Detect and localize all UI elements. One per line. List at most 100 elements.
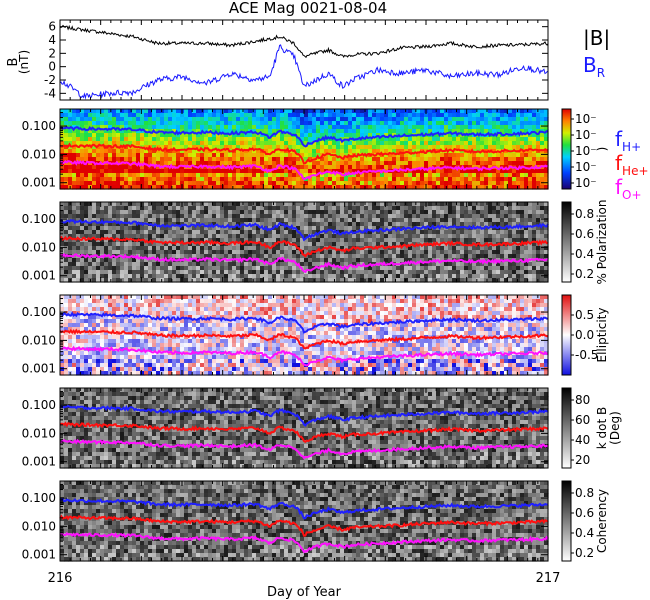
heatmap-cell <box>444 262 449 267</box>
heatmap-cell <box>424 137 429 142</box>
heatmap-cell <box>224 185 229 190</box>
heatmap-cell <box>408 250 413 255</box>
heatmap-cell <box>356 181 361 186</box>
heatmap-cell <box>268 145 273 150</box>
heatmap-cell <box>452 230 457 235</box>
heatmap-cell <box>408 230 413 235</box>
heatmap-cell <box>312 254 317 259</box>
heatmap-cell <box>416 169 421 174</box>
heatmap-cell <box>112 222 117 227</box>
heatmap-cell <box>96 113 101 118</box>
heatmap-cell <box>200 153 205 158</box>
heatmap-cell <box>308 226 313 231</box>
heatmap-cell <box>488 206 493 211</box>
heatmap-cell <box>116 210 121 215</box>
heatmap-cell <box>488 214 493 219</box>
heatmap-cell <box>336 254 341 259</box>
heatmap-cell <box>104 234 109 239</box>
heatmap-cell <box>160 218 165 223</box>
heatmap-cell <box>212 149 217 154</box>
heatmap-cell <box>96 117 101 122</box>
heatmap-cell <box>520 129 525 134</box>
heatmap-cell <box>124 121 129 126</box>
heatmap-cell <box>264 214 269 219</box>
heatmap-cell <box>264 278 269 283</box>
heatmap-cell <box>232 254 237 259</box>
heatmap-cell <box>464 153 469 158</box>
heatmap-cell <box>352 262 357 267</box>
heatmap-cell <box>164 121 169 126</box>
heatmap-cell <box>252 161 257 166</box>
heatmap-cell <box>316 145 321 150</box>
heatmap-cell <box>508 161 513 166</box>
heatmap-cell <box>88 270 93 275</box>
heatmap-cell <box>84 230 89 235</box>
heatmap-cell <box>244 181 249 186</box>
heatmap-cell <box>188 230 193 235</box>
heatmap-cell <box>80 137 85 142</box>
heatmap-cell <box>356 258 361 263</box>
heatmap-cell <box>244 177 249 182</box>
heatmap-cell <box>476 141 481 146</box>
heatmap-cell <box>336 121 341 126</box>
heatmap-cell <box>232 210 237 215</box>
heatmap-cell <box>284 210 289 215</box>
heatmap-cell <box>100 141 105 146</box>
heatmap-cell <box>352 161 357 166</box>
heatmap-cell <box>204 246 209 251</box>
heatmap-cell <box>496 218 501 223</box>
heatmap-cell <box>436 177 441 182</box>
heatmap-cell <box>92 185 97 190</box>
heatmap-cell <box>184 133 189 138</box>
heatmap-cell <box>388 141 393 146</box>
heatmap-cell <box>80 250 85 255</box>
heatmap-cell <box>256 262 261 267</box>
heatmap-cell <box>296 270 301 275</box>
heatmap-cell <box>336 234 341 239</box>
heatmap-cell <box>116 226 121 231</box>
heatmap-cell <box>244 173 249 178</box>
heatmap-cell <box>528 173 533 178</box>
heatmap-cell <box>320 125 325 130</box>
heatmap-cell <box>148 125 153 130</box>
heatmap-cell <box>168 274 173 279</box>
heatmap-cell <box>112 210 117 215</box>
heatmap-cell <box>212 173 217 178</box>
heatmap-cell <box>368 278 373 283</box>
heatmap-cell <box>368 222 373 227</box>
heatmap-cell <box>472 274 477 279</box>
heatmap-cell <box>372 238 377 243</box>
heatmap-cell <box>440 137 445 142</box>
heatmap-cell <box>228 202 233 207</box>
heatmap-cell <box>396 238 401 243</box>
heatmap-cell <box>476 177 481 182</box>
heatmap-cell <box>100 153 105 158</box>
heatmap-cell <box>292 181 297 186</box>
heatmap-cell <box>340 177 345 182</box>
heatmap-cell <box>416 117 421 122</box>
heatmap-cell <box>68 250 73 255</box>
heatmap-cell <box>248 262 253 267</box>
heatmap-cell <box>400 153 405 158</box>
heatmap-cell <box>428 153 433 158</box>
heatmap-cell <box>320 141 325 146</box>
heatmap-cell <box>488 278 493 283</box>
heatmap-cell <box>244 169 249 174</box>
heatmap-cell <box>148 149 153 154</box>
heatmap-cell <box>132 214 137 219</box>
heatmap-cell <box>476 145 481 150</box>
heatmap-cell <box>328 141 333 146</box>
heatmap-cell <box>196 242 201 247</box>
heatmap-cell <box>428 117 433 122</box>
heatmap-cell <box>476 206 481 211</box>
heatmap-cell <box>400 258 405 263</box>
heatmap-cell <box>176 153 181 158</box>
heatmap-cell <box>276 113 281 118</box>
heatmap-cell <box>180 153 185 158</box>
heatmap-cell <box>268 210 273 215</box>
heatmap-cell <box>444 210 449 215</box>
heatmap-cell <box>176 226 181 231</box>
heatmap-cell <box>300 274 305 279</box>
heatmap-cell <box>212 125 217 130</box>
heatmap-cell <box>408 206 413 211</box>
